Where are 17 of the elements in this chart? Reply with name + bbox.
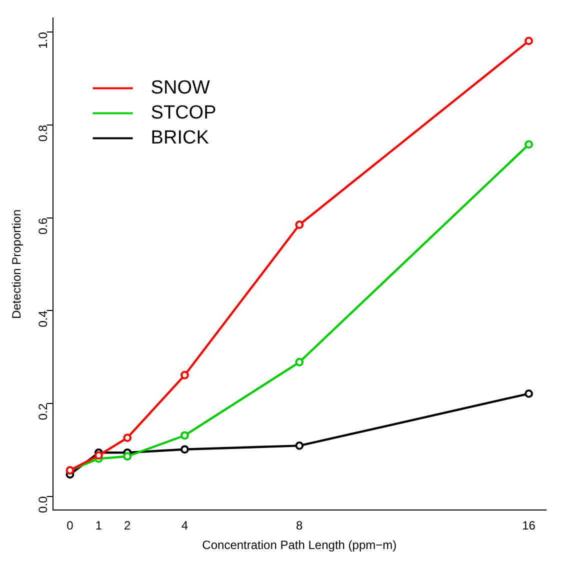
y-tick-label: 0.6 (36, 217, 50, 234)
y-tick-label: 1.0 (36, 32, 50, 49)
x-tick-label: 16 (522, 518, 536, 533)
legend-label: STCOP (150, 102, 216, 124)
y-axis-title: Detection Proportion (10, 209, 24, 319)
x-tick-label: 0 (66, 518, 74, 533)
y-tick-label: 0.0 (36, 496, 50, 513)
y-tick-label: 0.4 (36, 310, 50, 328)
y-tick-label: 0.2 (36, 403, 50, 420)
x-tick-label: 8 (296, 518, 304, 533)
x-tick-label: 4 (181, 518, 188, 533)
legend-label: BRICK (150, 127, 210, 148)
x-axis-title: Concentration Path Length (ppm−m) (202, 538, 397, 552)
legend-label: SNOW (150, 77, 210, 98)
x-tick-label: 1 (95, 518, 102, 533)
x-tick-label: 2 (124, 518, 132, 533)
y-tick-label: 0.8 (36, 124, 50, 142)
